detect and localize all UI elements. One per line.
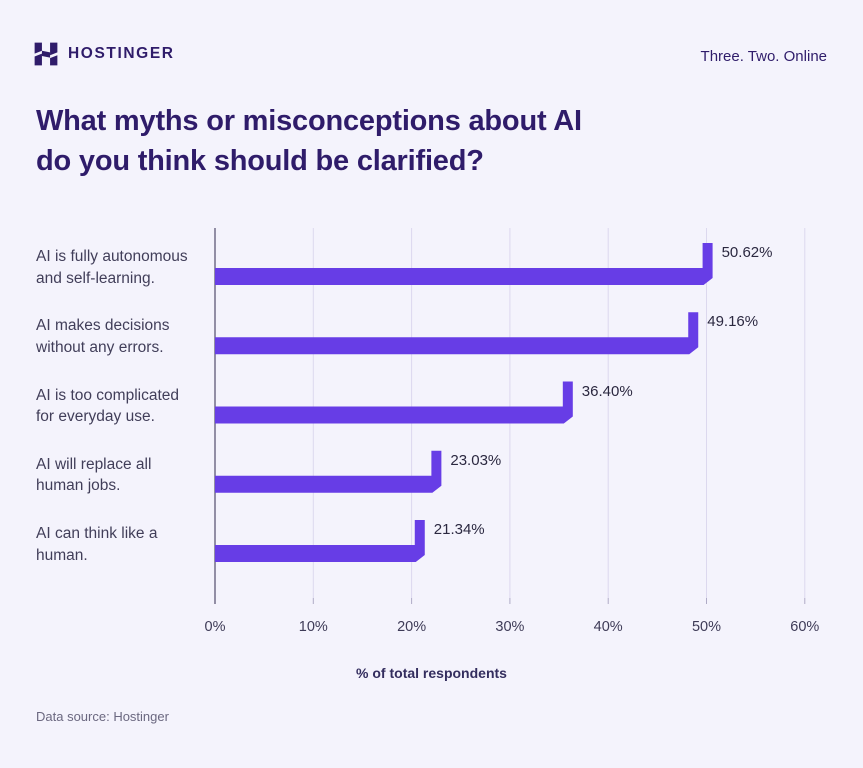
value-label: 36.40% bbox=[581, 382, 633, 400]
x-tick-label: 40% bbox=[593, 619, 623, 635]
category-label: AI is too complicated for everyday use. bbox=[36, 386, 180, 426]
value-label: 50.62% bbox=[721, 244, 773, 261]
tagline: Three. Two. Online bbox=[700, 48, 827, 65]
data-source: Data source: Hostinger bbox=[36, 709, 169, 724]
bar bbox=[215, 520, 425, 562]
category-label: AI will replace all human jobs. bbox=[36, 455, 152, 495]
category-label: AI is fully autonomous and self-learning… bbox=[36, 248, 188, 287]
chart-title: What myths or misconceptions about AI do… bbox=[36, 101, 796, 181]
category-label: AI makes decisions without any errors. bbox=[36, 317, 170, 356]
hostinger-logo: HOSTINGER bbox=[33, 41, 175, 67]
bar bbox=[215, 450, 442, 493]
category-label: AI can think like a human. bbox=[36, 525, 158, 564]
hostinger-logo-text: HOSTINGER bbox=[68, 45, 175, 62]
hostinger-logo-icon bbox=[34, 42, 58, 66]
x-tick-label: 10% bbox=[298, 619, 328, 635]
chart-title-line2: do you think should be clarified? bbox=[36, 145, 484, 177]
x-tick-label: 30% bbox=[495, 619, 525, 635]
bar bbox=[215, 243, 713, 285]
x-tick-label: 50% bbox=[691, 619, 722, 635]
x-tick-label: 60% bbox=[790, 619, 820, 635]
value-label: 23.03% bbox=[450, 451, 502, 469]
x-axis-title: % of total respondents bbox=[356, 665, 507, 681]
x-tick-label: 0% bbox=[204, 619, 226, 635]
value-label: 49.16% bbox=[707, 313, 759, 331]
x-tick-label: 20% bbox=[397, 619, 427, 635]
chart-title-line1: What myths or misconceptions about AI bbox=[36, 105, 582, 137]
value-label: 21.34% bbox=[433, 521, 485, 538]
bar bbox=[215, 381, 573, 424]
bar bbox=[215, 312, 699, 355]
